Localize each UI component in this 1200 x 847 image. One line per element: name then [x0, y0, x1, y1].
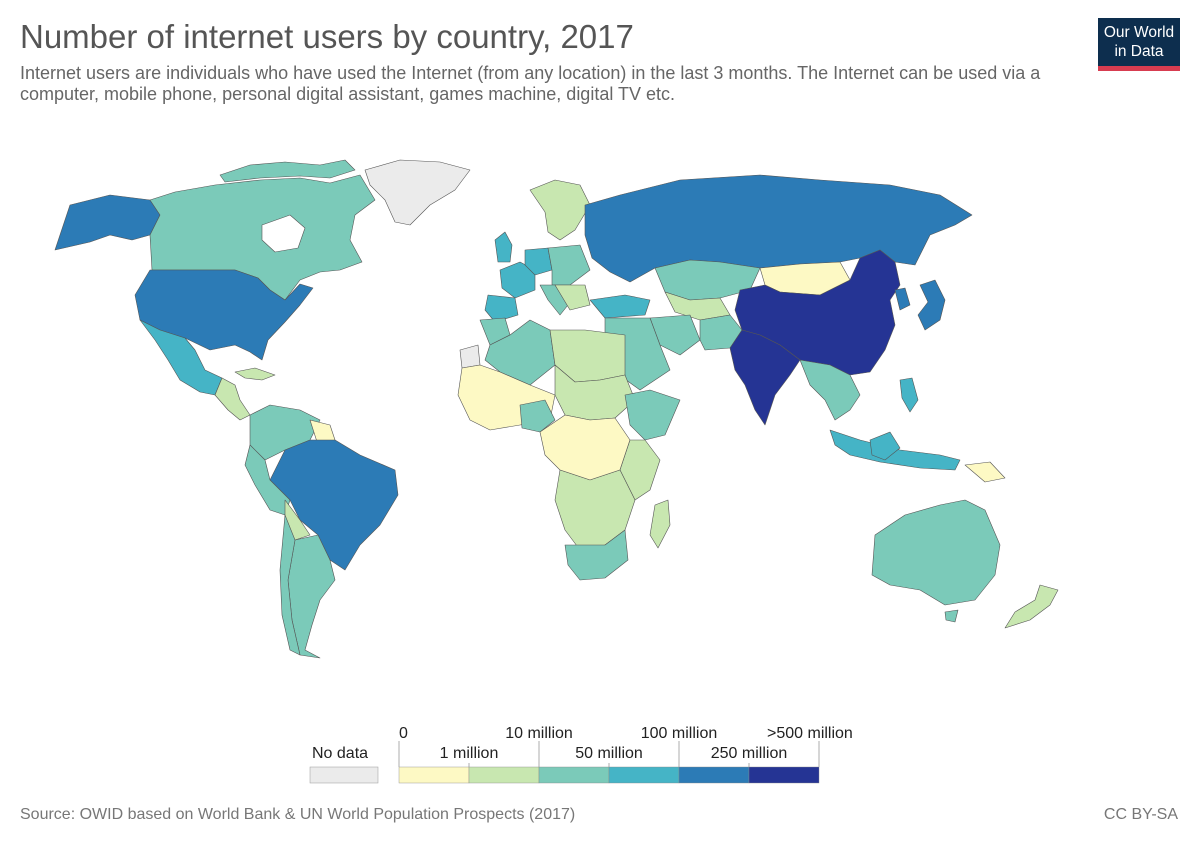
- country-uk[interactable]: [494, 231, 513, 263]
- country-australia[interactable]: [871, 499, 1001, 606]
- legend-bin-4[interactable]: [678, 766, 750, 784]
- legend-bins: [398, 766, 820, 784]
- legend-bin-5[interactable]: [748, 766, 820, 784]
- country-png[interactable]: [964, 461, 1006, 483]
- legend-tick-label-0: 0: [399, 725, 408, 742]
- country-philippines[interactable]: [899, 377, 919, 413]
- world-map: [54, 159, 1059, 659]
- country-france[interactable]: [499, 261, 536, 299]
- country-nigeria[interactable]: [519, 399, 556, 433]
- country-cuba[interactable]: [234, 367, 276, 381]
- country-sudan-chad[interactable]: [554, 364, 636, 421]
- country-brazil[interactable]: [269, 439, 399, 571]
- legend-bin-2[interactable]: [538, 766, 610, 784]
- country-chile[interactable]: [279, 514, 301, 656]
- legend-bin-1[interactable]: [468, 766, 540, 784]
- country-greenland[interactable]: [364, 159, 471, 226]
- legend-no-data-swatch[interactable]: [309, 766, 379, 784]
- legend-tick-label-5: 250 million: [711, 745, 787, 762]
- legend-tick-label-2: 10 million: [505, 725, 573, 742]
- logo-line-2: in Data: [1114, 43, 1164, 60]
- country-central-america[interactable]: [214, 377, 251, 421]
- country-korea[interactable]: [894, 287, 911, 311]
- logo-line-1: Our World: [1103, 24, 1175, 41]
- country-india[interactable]: [729, 329, 801, 426]
- legend-tick-label-4: 100 million: [641, 725, 717, 742]
- legend-no-data-label: No data: [312, 745, 368, 762]
- license-note[interactable]: CC BY-SA: [1103, 806, 1178, 823]
- logo-accent-bar: [1098, 66, 1180, 71]
- chart-subtitle: Internet users are individuals who have …: [20, 63, 1041, 104]
- country-scandinavia[interactable]: [529, 179, 591, 241]
- country-balkans[interactable]: [554, 284, 591, 311]
- country-japan[interactable]: [917, 279, 946, 331]
- chart-title: Number of internet users by country, 201…: [20, 18, 634, 55]
- legend-tick-label-6: >500 million: [767, 725, 853, 742]
- country-ethiopia-horn[interactable]: [624, 389, 681, 441]
- country-tasmania[interactable]: [944, 609, 959, 623]
- owid-logo[interactable]: Our World in Data: [1098, 18, 1180, 71]
- legend-tick-label-1: 1 million: [440, 745, 499, 762]
- country-canada-arctic[interactable]: [219, 159, 356, 183]
- country-southeast-asia[interactable]: [799, 359, 861, 421]
- legend-bin-3[interactable]: [608, 766, 680, 784]
- source-note: Source: OWID based on World Bank & UN Wo…: [20, 806, 576, 823]
- legend-bin-0[interactable]: [398, 766, 470, 784]
- country-italy[interactable]: [539, 284, 569, 316]
- country-new-zealand[interactable]: [1004, 584, 1059, 629]
- country-borneo[interactable]: [869, 431, 901, 461]
- country-south-africa[interactable]: [564, 529, 629, 581]
- legend-tick-label-3: 50 million: [575, 745, 643, 762]
- country-spain[interactable]: [484, 294, 519, 323]
- country-germany[interactable]: [524, 247, 553, 276]
- country-madagascar[interactable]: [649, 499, 671, 549]
- country-hudson-bay: [261, 214, 306, 253]
- country-turkey[interactable]: [589, 294, 651, 319]
